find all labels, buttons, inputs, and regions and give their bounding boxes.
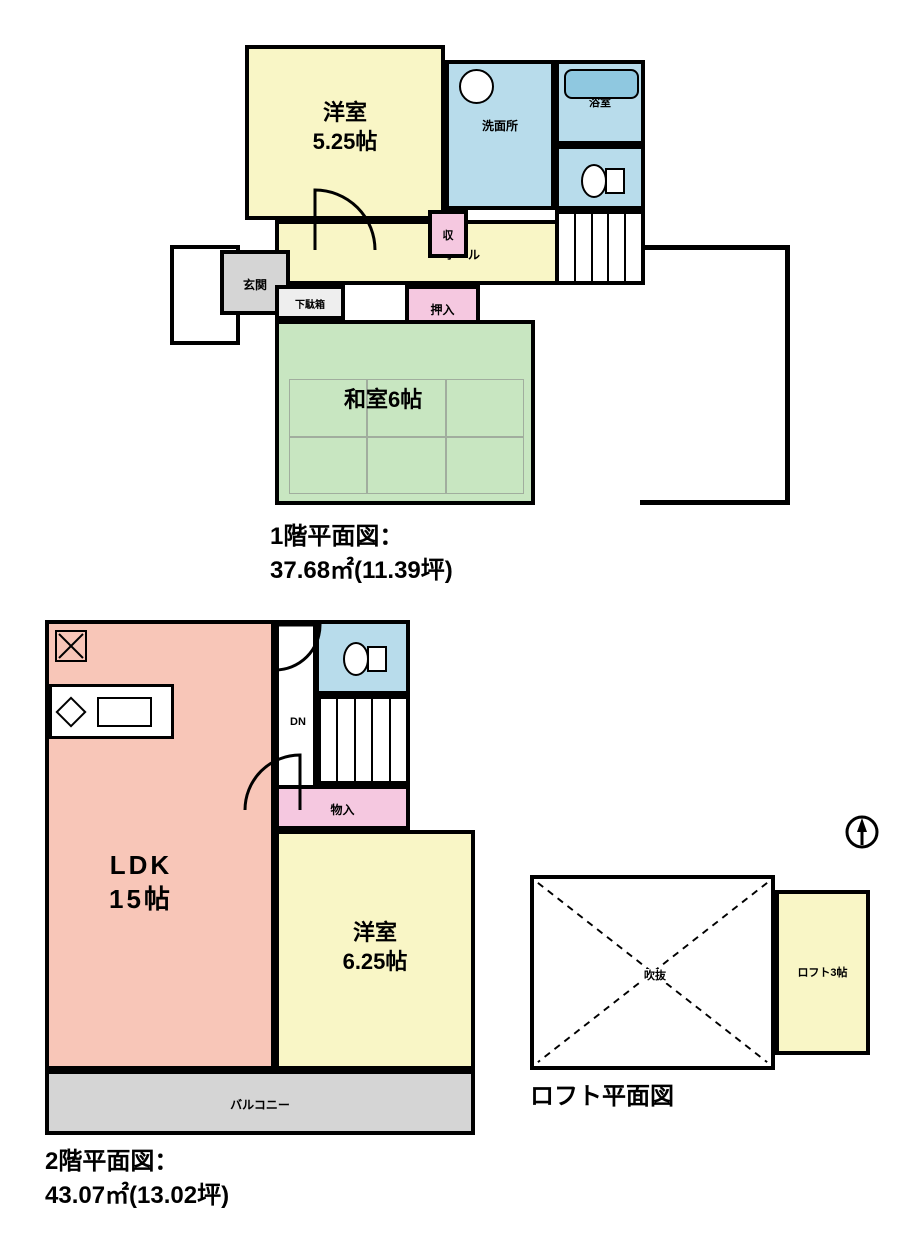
f1-japanese-room: 和室6帖	[275, 320, 535, 505]
kitchen-counter-icon	[49, 684, 174, 739]
f1-bath: 浴室	[555, 60, 645, 145]
f1-carport	[640, 245, 790, 505]
floorplan-canvas: 洋室 5.25帖 洗面所 浴室 ホール UP	[0, 0, 920, 1249]
f1-western-label: 洋室 5.25帖	[249, 99, 441, 156]
f2-ldk: LDK 15帖	[45, 620, 275, 1070]
vent-icon	[55, 630, 87, 662]
toilet-icon	[341, 639, 391, 679]
toilet-icon	[579, 161, 629, 201]
f1-shoebox-label: 下駄箱	[279, 299, 341, 312]
f1-japanese-label: 和室6帖	[344, 386, 422, 415]
f1-toilet	[555, 145, 645, 210]
floor2-caption: 2階平面図： 43.07㎡(13.02坪)	[45, 1145, 229, 1212]
f2-balcony: バルコニー	[45, 1070, 475, 1135]
f2-dn-label: DN	[290, 715, 306, 729]
loft-group: 吹抜 ロフト3帖	[530, 875, 875, 1075]
f1-stairs	[555, 210, 645, 285]
compass-icon	[845, 815, 879, 849]
f2-western-room: 洋室 6.25帖	[275, 830, 475, 1070]
f1-shoebox: 下駄箱	[275, 285, 345, 320]
loft-caption: ロフト平面図	[530, 1080, 674, 1114]
floor1-caption: 1階平面図： 37.68㎡(11.39坪)	[270, 520, 453, 587]
bathtub-icon	[564, 69, 639, 99]
loft-room: ロフト3帖	[775, 890, 870, 1055]
door-arc-icon	[240, 750, 305, 815]
floor1-group: 洋室 5.25帖 洗面所 浴室 ホール UP	[170, 45, 790, 525]
f1-storage: 収	[428, 210, 468, 258]
f2-ldk-label: LDK 15帖	[109, 849, 173, 917]
f1-lavatory-label: 洗面所	[449, 119, 551, 135]
loft-void-label: 吹抜	[642, 969, 668, 983]
f2-balcony-label: バルコニー	[49, 1098, 471, 1114]
f1-closet-label: 押入	[409, 303, 476, 319]
f2-western-label: 洋室 6.25帖	[279, 919, 471, 976]
f1-storage-label: 収	[432, 229, 464, 243]
washing-machine-icon	[459, 69, 494, 104]
floor2-group: LDK 15帖 DN 物入	[45, 620, 475, 1150]
door-arc-icon	[270, 620, 325, 675]
f2-toilet	[315, 620, 410, 695]
loft-room-label: ロフト3帖	[779, 966, 866, 980]
door-arc-icon	[310, 185, 380, 255]
loft-void: 吹抜	[530, 875, 775, 1070]
f1-lavatory: 洗面所	[445, 60, 555, 210]
f2-stairs	[317, 695, 410, 785]
